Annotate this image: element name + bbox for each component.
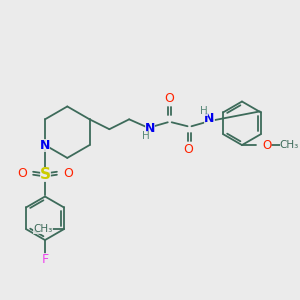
Text: O: O: [262, 139, 271, 152]
Text: N: N: [204, 112, 214, 125]
Text: CH₃: CH₃: [280, 140, 299, 150]
Text: O: O: [63, 167, 73, 180]
Text: O: O: [164, 92, 174, 105]
Text: CH₃: CH₃: [34, 224, 53, 234]
Text: N: N: [40, 139, 50, 152]
Text: H: H: [200, 106, 208, 116]
Text: O: O: [184, 143, 194, 157]
Text: N: N: [145, 122, 155, 135]
Text: S: S: [40, 167, 50, 182]
Text: O: O: [17, 167, 27, 180]
Text: F: F: [41, 253, 49, 266]
Text: H: H: [142, 131, 150, 141]
